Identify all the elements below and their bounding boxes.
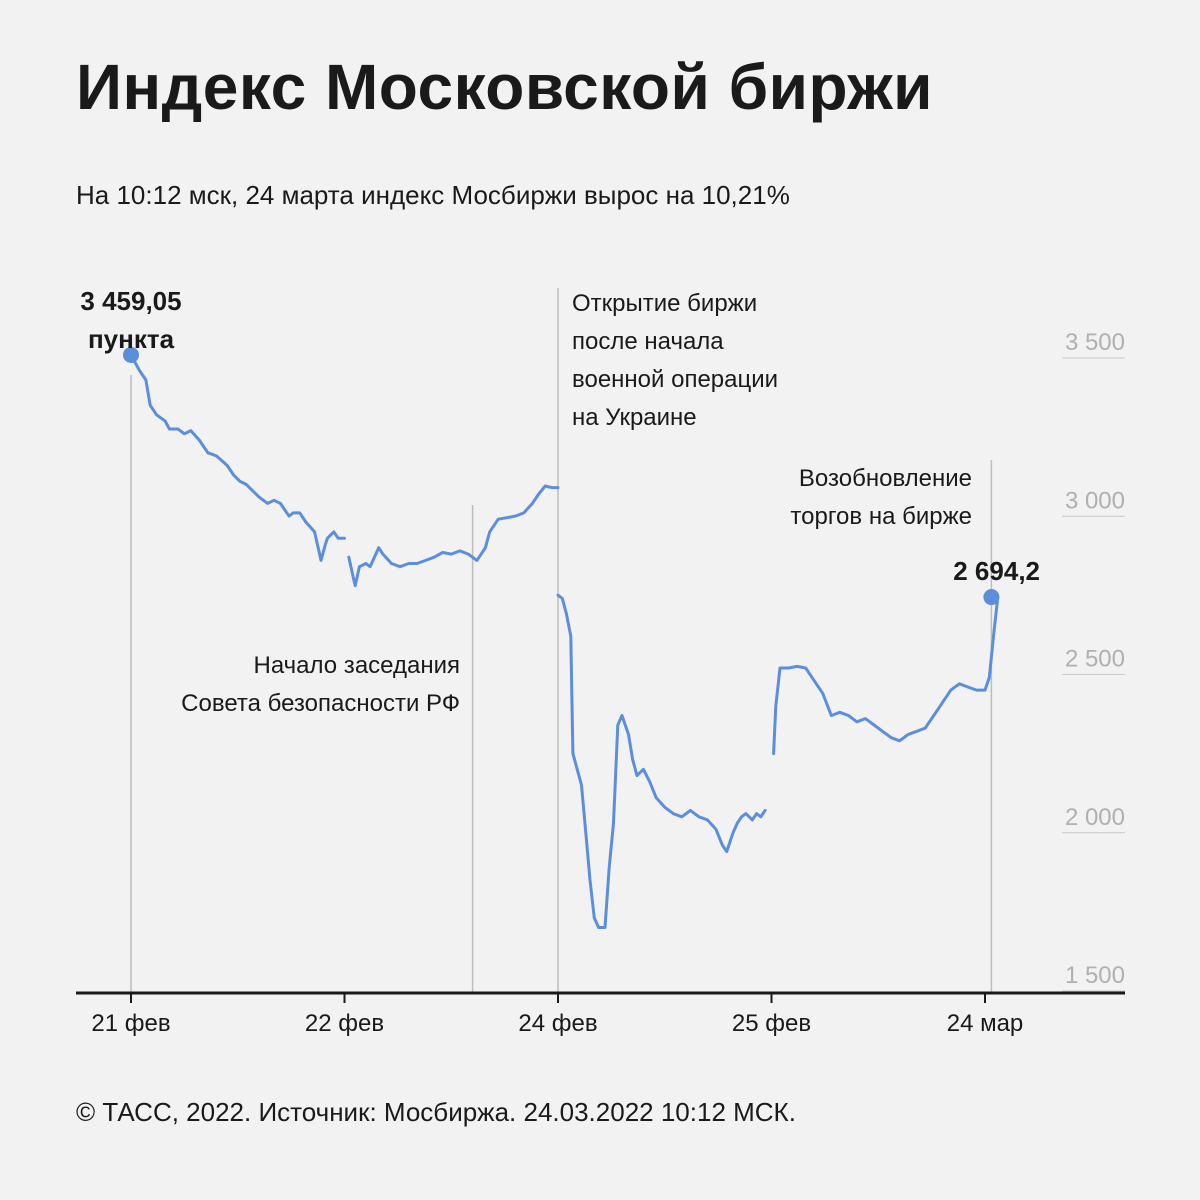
annotation-text: Совета безопасности РФ — [181, 690, 460, 717]
series-line-segment — [772, 595, 1000, 755]
data-marker — [983, 589, 1000, 606]
y-tick-label: 3 000 — [1065, 487, 1125, 514]
annotation-text: пункта — [88, 324, 175, 354]
annotation-text: Открытие биржи — [572, 290, 757, 317]
annotations: 3 459,05 пункта 2 694,2 Начало заседания Сов… — [80, 286, 1040, 717]
x-tick-label: 22 фев — [305, 1010, 384, 1037]
annotation-text: после начала — [572, 328, 724, 355]
y-tick-label: 3 500 — [1065, 329, 1125, 356]
event-lines — [130, 288, 993, 993]
line-chart: 1 500 2 000 2 500 3 000 3 500 21 фев 22 фев 24… — [76, 286, 1125, 1037]
series-line-segment — [556, 593, 767, 929]
x-tick-label: 25 фев — [732, 1010, 811, 1037]
y-tick-label: 2 500 — [1065, 646, 1125, 673]
annotation-text: на Украине — [572, 404, 697, 431]
data-marker — [123, 346, 139, 363]
grid-lines — [1062, 357, 1125, 992]
x-tick-label: 24 фев — [518, 1010, 597, 1037]
y-ticks: 1 500 2 000 2 500 3 000 3 500 — [1065, 329, 1125, 989]
annotation-text: Возобновление — [799, 465, 972, 492]
annotation-text: торгов на бирже — [790, 503, 972, 530]
series-line-segment — [347, 484, 560, 588]
source-footer: © ТАСС, 2022. Источник: Мосбиржа. 24.03.… — [76, 1097, 796, 1127]
chart-subtitle: На 10:12 мск, 24 марта индекс Мосбиржи в… — [76, 180, 790, 210]
x-tick-label: 21 фев — [91, 1010, 170, 1037]
x-tick-label: 24 мар — [947, 1010, 1024, 1037]
series-lines — [129, 353, 1000, 929]
series-line-segment — [129, 353, 346, 562]
y-tick-label: 1 500 — [1065, 962, 1125, 989]
annotation-text: 3 459,05 — [80, 286, 181, 316]
y-tick-label: 2 000 — [1065, 804, 1125, 831]
annotation-text: 2 694,2 — [953, 556, 1040, 586]
chart-title: Индекс Московской биржи — [76, 51, 933, 123]
x-ticks: 21 фев 22 фев 24 фев 25 фев 24 мар — [91, 993, 1023, 1037]
annotation-text: военной операции — [572, 366, 778, 393]
annotation-text: Начало заседания — [254, 652, 460, 679]
